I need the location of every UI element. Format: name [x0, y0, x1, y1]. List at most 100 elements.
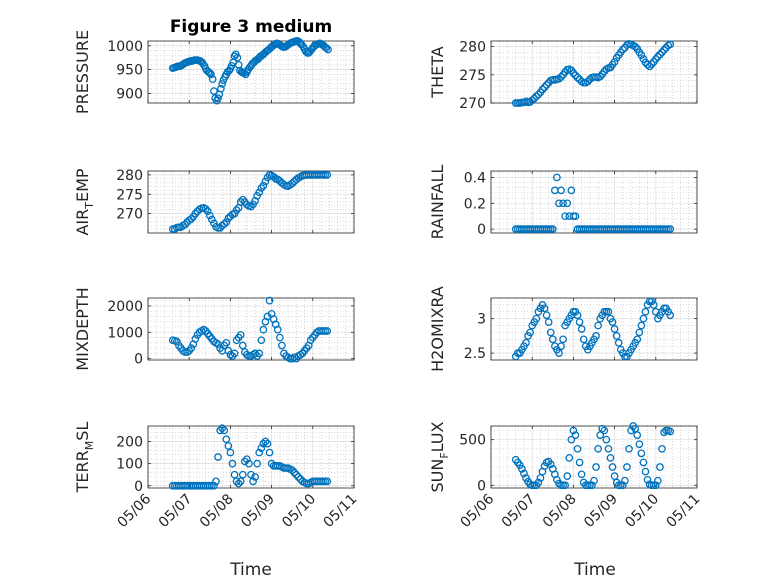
data-point — [567, 186, 576, 195]
data-point — [651, 55, 660, 63]
data-point — [666, 225, 675, 233]
data-point — [555, 199, 563, 208]
data-point — [645, 62, 654, 71]
y-tick-label: 0 — [134, 352, 143, 368]
data-point — [594, 444, 602, 453]
data-point — [656, 50, 664, 59]
y-axis-label: MIXDEPTH — [73, 287, 92, 370]
data-point — [210, 87, 218, 95]
data-point — [660, 46, 668, 54]
data-point — [224, 346, 233, 355]
subplot-6: 2.5 3 H2OMIXRA — [428, 286, 698, 372]
data-point — [633, 335, 642, 344]
y-tick-label: 270 — [116, 207, 143, 223]
data-point — [233, 53, 242, 62]
data-point — [600, 426, 609, 435]
data-point — [623, 463, 631, 471]
data-point — [621, 476, 629, 485]
y-tick-label: 2.5 — [464, 346, 486, 362]
data-point — [565, 454, 574, 462]
data-point — [563, 472, 572, 480]
data-point — [544, 318, 553, 326]
data-point — [322, 44, 331, 53]
data-point — [294, 473, 303, 481]
data-point — [639, 314, 648, 323]
x-axis-label-left: Time — [229, 560, 272, 580]
data-point — [555, 349, 563, 357]
data-point — [534, 478, 543, 487]
data-point — [641, 307, 650, 316]
data-point — [583, 77, 592, 86]
data-point — [232, 477, 241, 486]
subplot-3: 270 275 280 AIRTEMP — [73, 168, 355, 236]
data-point — [635, 440, 644, 449]
data-point — [240, 457, 249, 466]
data-point — [594, 321, 602, 330]
data-point — [292, 470, 301, 479]
data-point — [666, 40, 675, 49]
y-axis-label-tail: LUX — [428, 421, 447, 452]
data-point — [261, 177, 270, 186]
y-axis-label: PRESSURE — [73, 30, 92, 114]
data-point — [172, 337, 181, 346]
data-point — [222, 435, 231, 444]
data-point — [251, 473, 259, 481]
data-point — [259, 439, 268, 448]
data-point — [637, 51, 646, 59]
data-point — [230, 349, 239, 358]
data-point — [553, 173, 561, 182]
data-point — [643, 60, 652, 69]
data-point — [573, 444, 582, 453]
y-tick-label: 0 — [477, 478, 486, 494]
data-point — [323, 327, 332, 335]
data-point — [205, 69, 214, 77]
data-point — [243, 455, 251, 464]
y-tick-label: 0.2 — [464, 196, 486, 212]
data-point — [579, 335, 588, 344]
data-point — [191, 209, 200, 218]
y-tick-label: 280 — [116, 168, 143, 184]
data-point — [249, 477, 257, 486]
data-point — [573, 73, 582, 82]
data-point — [561, 481, 570, 490]
y-axis-label-subscript: M — [83, 441, 96, 451]
data-point — [649, 301, 658, 309]
data-point — [255, 188, 264, 197]
data-point — [548, 225, 557, 233]
y-axis-label-main: RAINFALL — [428, 165, 447, 240]
data-point — [575, 318, 584, 326]
data-point — [592, 463, 600, 471]
data-point — [534, 90, 543, 99]
data-point — [228, 459, 237, 468]
data-point — [571, 431, 580, 439]
data-point — [654, 476, 662, 485]
data-point — [602, 435, 611, 444]
data-point — [633, 431, 642, 439]
data-point — [220, 426, 229, 435]
data-point — [187, 344, 196, 352]
data-point — [214, 94, 222, 103]
axes-box — [490, 297, 698, 361]
data-point — [238, 195, 247, 204]
data-point — [236, 331, 245, 339]
data-point — [573, 311, 582, 320]
y-axis-label-main: MIXDEPTH — [73, 287, 92, 370]
data-point — [647, 60, 656, 68]
data-point — [528, 96, 537, 105]
data-point — [627, 426, 635, 435]
data-point — [641, 467, 650, 476]
data-point — [216, 224, 224, 232]
data-point — [236, 477, 245, 486]
data-point — [247, 470, 255, 479]
data-point — [546, 460, 555, 469]
y-axis-label-subscript: F — [438, 452, 451, 458]
y-axis-label: H2OMIXRA — [428, 286, 447, 372]
data-point — [618, 481, 627, 490]
axes-box — [490, 40, 698, 104]
data-point — [658, 48, 666, 57]
y-tick-label: 100 — [116, 457, 143, 473]
data-point — [238, 341, 247, 350]
data-point — [224, 442, 233, 450]
data-point — [592, 332, 600, 340]
